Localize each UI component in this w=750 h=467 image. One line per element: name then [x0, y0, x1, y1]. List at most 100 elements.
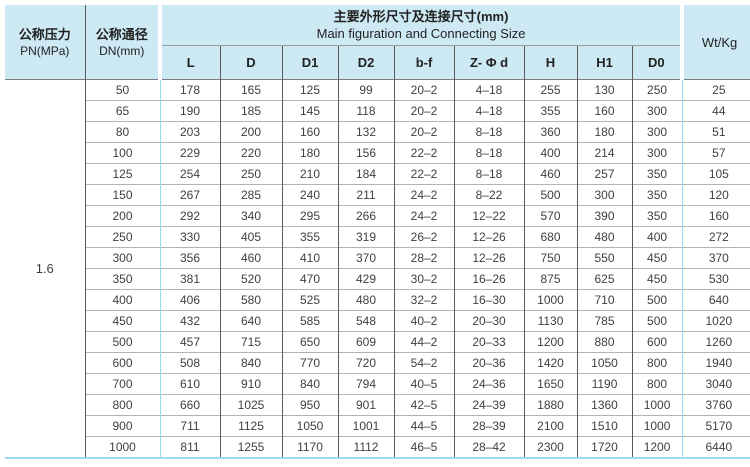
dim-cell: 118	[337, 100, 394, 122]
wt-cell: 272	[681, 226, 750, 248]
dim-cell: 300	[631, 142, 683, 164]
dim-cell: 20–2	[393, 100, 454, 122]
dim-cell: 520	[219, 268, 282, 290]
dim-cell: 156	[337, 142, 394, 164]
dim-cell: 1880	[523, 394, 577, 416]
wt-cell: 640	[681, 289, 750, 311]
table-row: 1000 811 1255 1170 1112 46–5 28–42 2300 1720 1200…	[5, 436, 750, 458]
dn-cell: 200	[85, 205, 160, 227]
wt-cell: 44	[681, 100, 750, 122]
dim-cell: 20–30	[453, 310, 524, 332]
dim-cell: 266	[337, 205, 394, 227]
size-subheader-row: L D D1 D2 b-f Z- Φ d H H1 D0	[5, 44, 750, 80]
main-size-title-en: Main figuration and Connecting Size	[316, 25, 526, 41]
dim-cell: 1650	[523, 373, 577, 395]
dim-cell: 840	[281, 373, 338, 395]
dim-cell: 130	[576, 79, 632, 101]
dim-cell: 600	[631, 331, 683, 353]
dim-cell: 570	[523, 205, 577, 227]
dim-cell: 1510	[576, 415, 632, 437]
dn-cell: 250	[85, 226, 160, 248]
dn-cell: 450	[85, 310, 160, 332]
dim-cell: 160	[281, 121, 338, 143]
dim-cell: 28–39	[453, 415, 524, 437]
dim-cell: 585	[281, 310, 338, 332]
dim-cell: 24–36	[453, 373, 524, 395]
dim-cell: 8–18	[453, 163, 524, 185]
dim-cell: 508	[159, 352, 220, 374]
dim-cell: 145	[281, 100, 338, 122]
dim-cell: 450	[631, 268, 683, 290]
dim-cell: 180	[576, 121, 632, 143]
dim-cell: 340	[219, 205, 282, 227]
dn-cell: 80	[85, 121, 160, 143]
dim-cell: 875	[523, 268, 577, 290]
dim-cell: 300	[576, 184, 632, 206]
dim-cell: 12–22	[453, 205, 524, 227]
table-row: 500 457 715 650 609 44–2 20–33 1200 880 600 1260	[5, 331, 750, 353]
dim-cell: 470	[281, 268, 338, 290]
dn-cell: 500	[85, 331, 160, 353]
dim-cell: 240	[281, 184, 338, 206]
col-header-size-d: D	[219, 44, 282, 80]
dim-cell: 770	[281, 352, 338, 374]
table-header: 公称压力 PN(MPa) 公称通径 DN(mm) 主要外形尺寸及连接尺寸(mm)…	[5, 5, 750, 80]
dim-cell: 24–39	[453, 394, 524, 416]
dim-cell: 840	[219, 352, 282, 374]
dim-cell: 1130	[523, 310, 577, 332]
dim-cell: 250	[219, 163, 282, 185]
col-header-size-l: L	[158, 44, 220, 80]
wt-cell: 120	[681, 184, 750, 206]
table-row: 400 406 580 525 480 32–2 16–30 1000 710 500 640	[5, 289, 750, 311]
dn-cell: 900	[85, 415, 160, 437]
dim-cell: 44–2	[393, 331, 454, 353]
dim-cell: 1050	[281, 415, 338, 437]
pn-value-cell: 1.6	[5, 79, 86, 458]
dn-label-en: DN(mm)	[99, 43, 145, 58]
dim-cell: 800	[631, 373, 683, 395]
dim-cell: 20–36	[453, 352, 524, 374]
dim-cell: 370	[337, 247, 394, 269]
table-row: 800 660 1025 950 901 42–5 24–39 1880 1360 1000 376…	[5, 394, 750, 416]
pn-label-en: PN(MPa)	[20, 43, 70, 58]
col-header-size-zd: Z- Φ d	[453, 44, 524, 80]
dim-cell: 220	[219, 142, 282, 164]
dim-cell: 255	[523, 79, 577, 101]
dim-cell: 20–2	[393, 121, 454, 143]
col-header-wt: Wt/Kg	[680, 5, 750, 80]
dim-cell: 22–2	[393, 163, 454, 185]
table-row: 350 381 520 470 429 30–2 16–26 875 625 450 530	[5, 268, 750, 290]
dim-cell: 811	[159, 436, 220, 458]
dim-cell: 350	[631, 184, 683, 206]
dim-cell: 12–26	[453, 247, 524, 269]
wt-cell: 1020	[681, 310, 750, 332]
dim-cell: 640	[219, 310, 282, 332]
wt-label: Wt/Kg	[701, 34, 738, 50]
dim-cell: 180	[281, 142, 338, 164]
dim-cell: 548	[337, 310, 394, 332]
dim-cell: 625	[576, 268, 632, 290]
wt-cell: 160	[681, 205, 750, 227]
dim-cell: 8–18	[453, 142, 524, 164]
dim-cell: 42–5	[393, 394, 454, 416]
dim-cell: 1420	[523, 352, 577, 374]
dim-cell: 355	[523, 100, 577, 122]
dn-cell: 600	[85, 352, 160, 374]
dim-cell: 1112	[337, 436, 394, 458]
dim-cell: 500	[523, 184, 577, 206]
dim-cell: 160	[576, 100, 632, 122]
dim-cell: 203	[159, 121, 220, 143]
dim-cell: 28–42	[453, 436, 524, 458]
dim-cell: 132	[337, 121, 394, 143]
dim-cell: 184	[337, 163, 394, 185]
table-row: 100 229 220 180 156 22–2 8–18 400 214 300 57	[5, 142, 750, 164]
dim-cell: 1200	[523, 331, 577, 353]
dim-cell: 2300	[523, 436, 577, 458]
col-header-size-bf: b-f	[393, 44, 454, 80]
dim-cell: 229	[159, 142, 220, 164]
table-row: 150 267 285 240 211 24–2 8–22 500 300 350 120	[5, 184, 750, 206]
table-row: 250 330 405 355 319 26–2 12–26 680 480 400 272	[5, 226, 750, 248]
pn-label-cn: 公称压力	[18, 26, 71, 42]
dim-cell: 267	[159, 184, 220, 206]
table-row: 450 432 640 585 548 40–2 20–30 1130 785 500 1020	[5, 310, 750, 332]
